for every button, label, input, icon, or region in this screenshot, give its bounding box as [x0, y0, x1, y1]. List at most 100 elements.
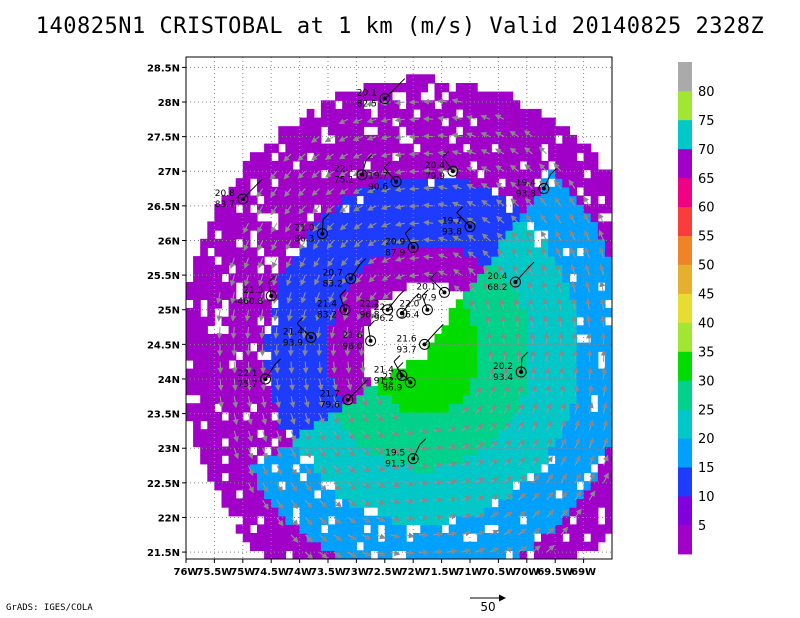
colorbar-segment — [678, 177, 692, 208]
wind-cell — [264, 160, 272, 171]
wind-cell — [484, 152, 492, 162]
wind-cell — [491, 221, 499, 231]
wind-cell — [420, 472, 428, 482]
wind-barb — [265, 364, 275, 380]
wind-vector — [369, 292, 377, 302]
wind-cell — [242, 481, 251, 491]
station-label-bottom: 93.9 — [283, 338, 303, 348]
wind-cell — [484, 541, 492, 551]
colorbar-segment — [678, 235, 692, 265]
wind-cell — [292, 221, 301, 231]
wind-cell — [377, 507, 386, 517]
wind-cell — [484, 230, 492, 240]
wind-vector — [312, 222, 320, 232]
wind-cell — [420, 256, 428, 266]
wind-cell — [399, 481, 407, 491]
wind-cell — [441, 108, 450, 119]
wind-cell — [328, 403, 336, 413]
wind-cell — [299, 481, 308, 491]
station-marker-dot — [343, 307, 348, 312]
wind-cell — [186, 290, 194, 300]
station-marker-dot — [519, 370, 524, 375]
wind-cell — [384, 230, 393, 240]
wind-vector — [530, 367, 537, 380]
wind-vector — [447, 513, 458, 520]
wind-cell — [299, 134, 308, 145]
wind-cell — [221, 481, 230, 491]
wind-cell — [434, 134, 443, 145]
wind-cell — [413, 368, 421, 378]
station-marker — [339, 304, 351, 316]
wind-cell — [384, 204, 393, 214]
station-marker — [345, 273, 357, 285]
wind-cell — [420, 238, 428, 249]
wind-cell — [512, 498, 521, 508]
wind-cell — [363, 420, 372, 430]
wind-cell — [484, 256, 492, 266]
wind-cell — [462, 212, 471, 223]
wind-cell — [541, 446, 549, 456]
wind-vector — [509, 147, 519, 155]
wind-cell — [462, 507, 471, 517]
wind-vector — [437, 270, 448, 277]
wind-vector — [357, 309, 363, 321]
station-label-top: 20.2 — [493, 362, 513, 372]
wind-cell — [399, 143, 407, 153]
station-label-top: 19.5 — [385, 449, 405, 459]
wind-cell — [328, 195, 336, 205]
wind-cell — [548, 212, 556, 223]
wind-cell — [441, 420, 450, 430]
wind-vector — [497, 265, 505, 276]
wind-vector — [560, 473, 568, 484]
wind-cell — [604, 489, 612, 500]
wind-cell — [470, 377, 478, 387]
wind-cell — [555, 472, 563, 482]
wind-vector — [475, 423, 484, 432]
wind-cell — [349, 455, 357, 465]
wind-vector — [404, 429, 415, 436]
wind-cell — [576, 489, 585, 500]
wind-cell — [406, 143, 414, 153]
wind-cell — [491, 411, 499, 422]
wind-cell — [441, 134, 450, 145]
wind-cell — [370, 178, 379, 188]
wind-vector — [395, 273, 405, 280]
wind-cell — [242, 169, 251, 179]
wind-cell — [413, 230, 421, 240]
wind-vector — [489, 476, 499, 484]
wind-cell — [420, 212, 428, 223]
wind-cell — [377, 403, 386, 413]
wind-cell — [583, 342, 592, 352]
wind-cell — [462, 463, 471, 474]
wind-cell — [455, 385, 464, 396]
wind-cell — [306, 117, 315, 127]
wind-cell — [519, 126, 528, 136]
wind-cell — [597, 342, 606, 352]
wind-cell — [292, 195, 301, 205]
station-marker-dot — [263, 376, 268, 381]
wind-cell — [448, 385, 457, 396]
wind-cell — [491, 204, 499, 214]
wind-cell — [413, 238, 421, 249]
station-label-top: 22.2 — [360, 300, 380, 310]
wind-cell — [377, 472, 386, 482]
wind-cell — [285, 290, 294, 300]
wind-cell — [427, 429, 436, 439]
wind-cell — [491, 273, 499, 283]
wind-cell — [370, 411, 379, 422]
wind-cell — [285, 463, 294, 474]
wind-cell — [342, 100, 350, 110]
wind-cell — [533, 385, 542, 396]
wind-cell — [271, 247, 279, 257]
station-label-bottom: 91.3 — [385, 460, 405, 470]
wind-vector — [465, 115, 476, 121]
wind-vector — [510, 215, 519, 224]
wind-cell — [413, 481, 421, 491]
wind-cell — [484, 385, 492, 396]
wind-cell — [477, 489, 485, 500]
station-label-bottom: 83.7 — [215, 200, 235, 210]
wind-cell — [441, 186, 450, 197]
wind-cell — [533, 403, 542, 413]
wind-cell — [306, 325, 315, 335]
wind-vector — [451, 115, 462, 122]
